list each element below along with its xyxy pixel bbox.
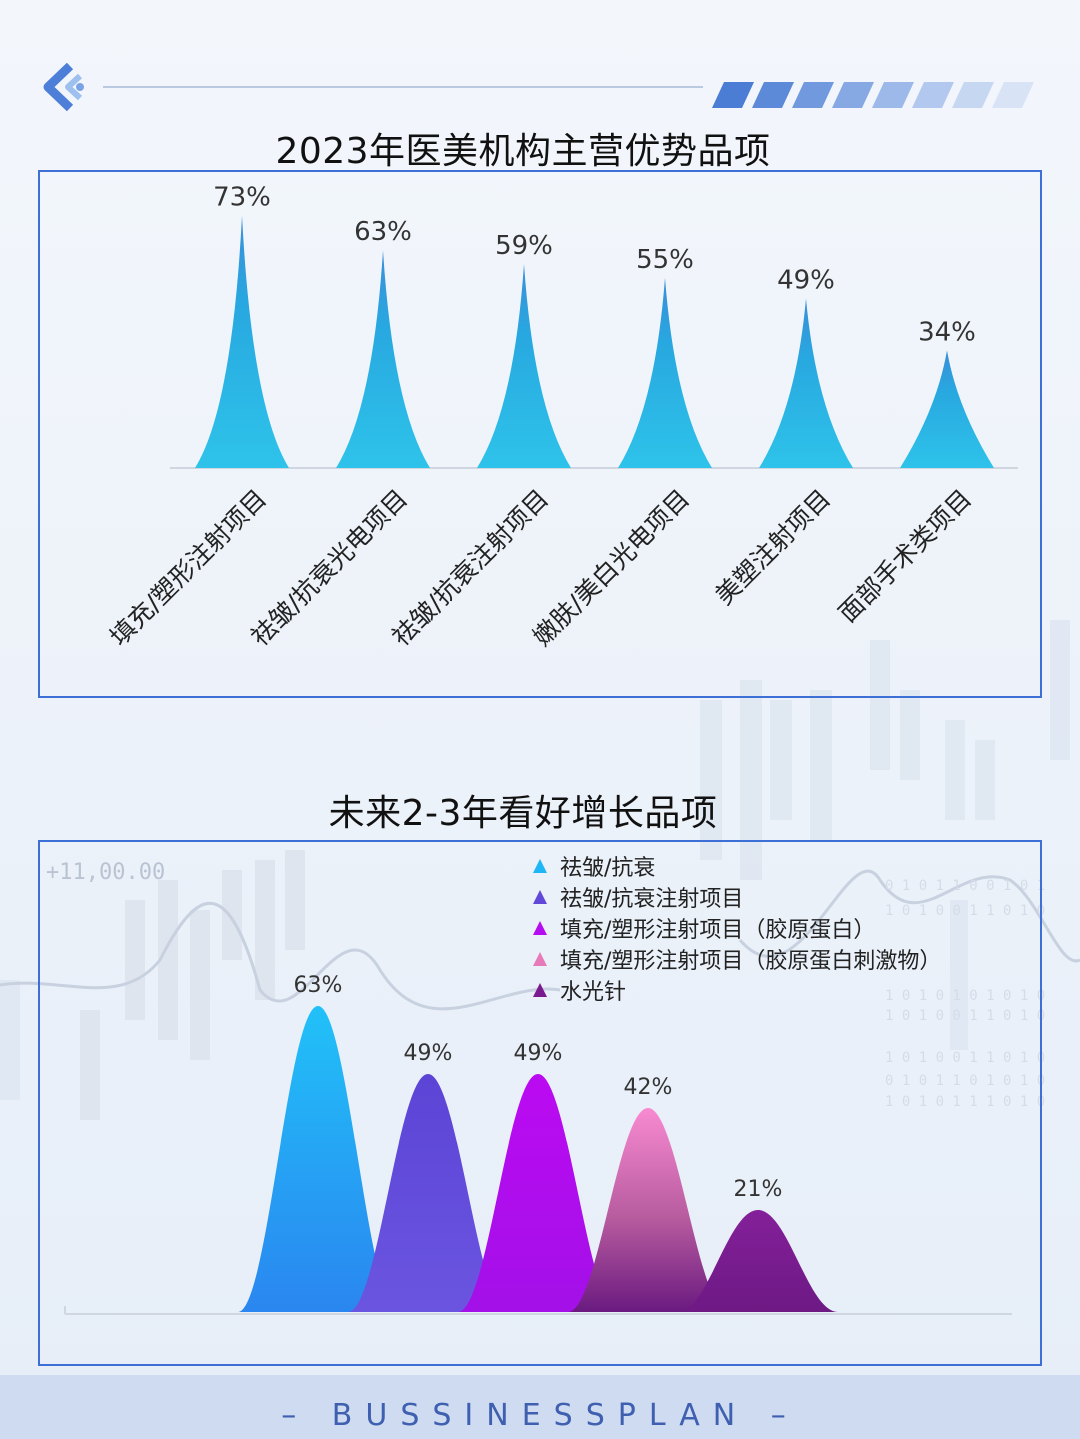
chart1-data-label: 34%: [918, 317, 976, 347]
footer-bar: [0, 1375, 1080, 1439]
chart1-peak: [195, 215, 289, 468]
chart1-category-label: 祛皱/抗衰注射项目: [386, 484, 554, 652]
chart1-category-label: 祛皱/抗衰光电项目: [245, 484, 413, 652]
chart2-data-label: 49%: [514, 1041, 563, 1066]
chart1-data-label: 59%: [495, 231, 553, 261]
chart1-category-label: 填充/塑形注射项目: [104, 484, 272, 652]
legend-entry: 填充/塑形注射项目（胶原蛋白刺激物）: [560, 949, 941, 974]
legend-entry: 祛皱/抗衰注射项目: [560, 887, 743, 912]
chart1-data-label: 73%: [213, 183, 271, 213]
chart1-data-label: 49%: [777, 266, 835, 296]
footer-brand: BUSSINESSPLAN: [331, 1398, 749, 1433]
chart2-plot: 63% 49% 49% 42% 21% 祛皱/抗衰祛皱/抗衰注射项目填充/塑形注射项目（胶…: [64, 856, 1012, 1315]
legend-marker-icon: [533, 859, 547, 873]
legend-entry: 祛皱/抗衰: [560, 856, 655, 881]
chart2-data-label: 42%: [624, 1075, 673, 1100]
ticker-text: +11,00.00: [46, 860, 166, 885]
header-stripes: [712, 82, 1034, 108]
chart2-series-peak: [238, 1006, 398, 1312]
legend-entry: 填充/塑形注射项目（胶原蛋白）: [560, 918, 875, 943]
chart1-category-label: 美塑注射项目: [710, 484, 837, 611]
chart1-panel: 73% 填充/塑形注射项目 63% 祛皱/抗衰光电项目 59% 祛皱/抗衰注射项目 55% 嫩…: [38, 170, 1042, 698]
chart2-title: 未来2-3年看好增长品项: [328, 793, 718, 834]
legend-marker-icon: [533, 952, 547, 966]
chart1-category-label: 嫩肤/美白光电项目: [527, 484, 695, 652]
chart2-panel: 63% 49% 49% 42% 21% 祛皱/抗衰祛皱/抗衰注射项目填充/塑形注射项目（胶…: [38, 840, 1042, 1366]
chart1-peak: [900, 350, 994, 468]
legend-marker-icon: [533, 983, 547, 997]
chart1-peak: [336, 250, 430, 468]
chart2-series-peak: [568, 1108, 728, 1312]
chart1-peak: [618, 277, 712, 468]
chart1-peak: [759, 298, 853, 468]
chart2-data-label: 21%: [734, 1177, 783, 1202]
back-chevron-icon[interactable]: [40, 62, 90, 112]
chart1-peak: [477, 263, 571, 468]
chart2-series-peak: [458, 1074, 618, 1312]
chart1-plot: 73% 填充/塑形注射项目 63% 祛皱/抗衰光电项目 59% 祛皱/抗衰注射项目 55% 嫩…: [104, 183, 1018, 652]
legend-marker-icon: [533, 921, 547, 935]
chart1-category-label: 面部手术类项目: [833, 484, 977, 628]
header-divider: [103, 86, 703, 88]
footer-text: – BUSSINESSPLAN –: [0, 1398, 1080, 1433]
footer-dash-right: –: [770, 1398, 799, 1433]
chart1-data-label: 55%: [636, 245, 694, 275]
legend-entry: 水光针: [560, 980, 626, 1005]
footer-dash-left: –: [281, 1398, 310, 1433]
chart2-series-peak: [348, 1074, 508, 1312]
legend-marker-icon: [533, 890, 547, 904]
chart2-data-label: 49%: [404, 1041, 453, 1066]
chart2-series-peak: [678, 1210, 838, 1312]
chart2-data-label: 63%: [294, 973, 343, 998]
chart1-data-label: 63%: [354, 217, 412, 247]
chart1-title: 2023年医美机构主营优势品项: [275, 131, 771, 172]
